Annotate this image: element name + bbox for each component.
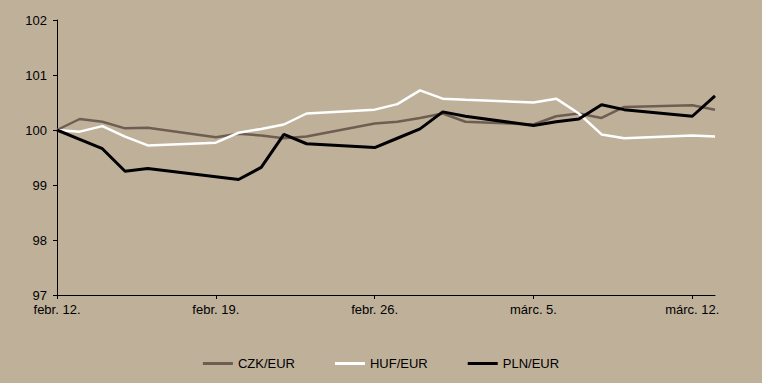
svg-text:febr. 19.: febr. 19.: [192, 302, 239, 317]
svg-text:101: 101: [25, 68, 47, 83]
svg-text:PLN/EUR: PLN/EUR: [503, 356, 559, 371]
svg-text:97: 97: [33, 288, 47, 303]
svg-text:márc. 5.: márc. 5.: [510, 302, 557, 317]
svg-text:98: 98: [33, 233, 47, 248]
svg-text:CZK/EUR: CZK/EUR: [238, 356, 295, 371]
svg-text:100: 100: [25, 123, 47, 138]
svg-text:102: 102: [25, 13, 47, 28]
svg-text:márc. 12.: márc. 12.: [665, 302, 719, 317]
svg-text:99: 99: [33, 178, 47, 193]
svg-text:febr. 12.: febr. 12.: [34, 302, 81, 317]
svg-text:febr. 26.: febr. 26.: [351, 302, 398, 317]
svg-text:HUF/EUR: HUF/EUR: [370, 356, 428, 371]
